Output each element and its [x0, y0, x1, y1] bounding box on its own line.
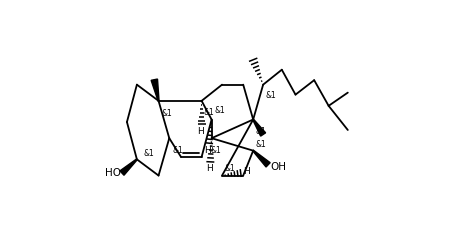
Text: H: H [243, 167, 250, 176]
Polygon shape [253, 150, 270, 167]
Text: OH: OH [270, 162, 286, 172]
Text: &1: &1 [256, 127, 266, 136]
Text: &1: &1 [211, 146, 221, 155]
Text: H: H [206, 164, 212, 173]
Text: &1: &1 [204, 108, 214, 117]
Polygon shape [253, 119, 265, 136]
Text: H: H [204, 146, 211, 155]
Text: &1: &1 [255, 140, 266, 149]
Text: &1: &1 [161, 109, 172, 118]
Text: &1: &1 [265, 91, 276, 100]
Polygon shape [151, 79, 159, 101]
Text: &1: &1 [214, 106, 225, 115]
Text: HO: HO [105, 168, 121, 178]
Text: &1: &1 [144, 149, 155, 158]
Text: &1: &1 [225, 164, 235, 173]
Text: H: H [197, 127, 204, 136]
Text: &1: &1 [172, 146, 183, 155]
Polygon shape [120, 159, 137, 175]
